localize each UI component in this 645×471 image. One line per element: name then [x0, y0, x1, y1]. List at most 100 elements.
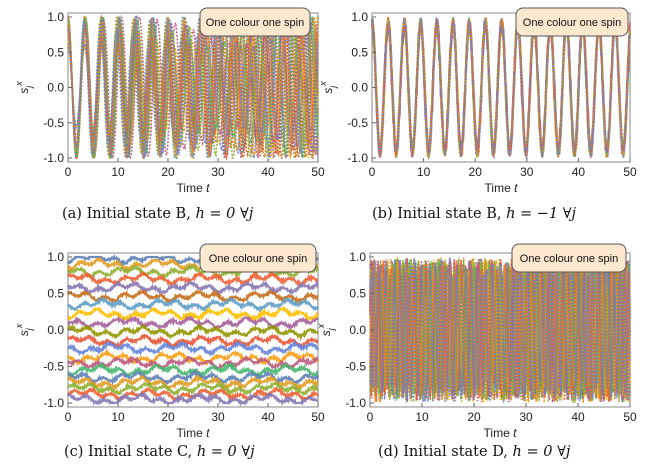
chart-panel-c: 1.0 0.5 0.0 -0.5 -1.0 0 10 20 30 40 50 Time t sjx One…	[0, 236, 645, 471]
x-tick-label: 40	[571, 410, 585, 424]
y-tick-label: 0.0	[349, 323, 366, 337]
x-tick-label: 10	[417, 165, 431, 179]
y-axis-label: sjx	[14, 323, 34, 336]
x-axis-label: Time t	[177, 181, 211, 195]
x-tick-label: 40	[261, 165, 275, 179]
series-line-8	[67, 315, 319, 331]
series-group	[371, 16, 631, 161]
series-group	[67, 13, 319, 162]
series-line-4	[66, 279, 320, 297]
x-tick-label: 30	[519, 410, 533, 424]
series-line-3	[66, 270, 319, 288]
series-line-6	[66, 295, 320, 314]
y-tick-label: 1.0	[47, 10, 64, 24]
x-tick-label: 40	[572, 165, 586, 179]
y-tick-label: -1.0	[43, 396, 64, 410]
series-line-15	[67, 14, 319, 160]
x-tick-label: 20	[469, 165, 483, 179]
series-line-18	[67, 15, 319, 162]
y-tick-label: 1.0	[349, 250, 366, 264]
y-tick-label: 1.0	[47, 250, 64, 264]
y-tick-label: -1.0	[43, 151, 64, 165]
series-line-14	[67, 360, 319, 380]
chart-d-svg: 1.0 0.5 0.0 -0.5 -1.00 10 20 30 40 50 Time t sjx One…	[316, 243, 637, 440]
x-axis-label: Time t	[485, 181, 519, 195]
chart-panel-a: 1.0 0.5 0.0 -0.5 -1.0 0 10 20 30 40 50 Time t sjx One…	[0, 0, 645, 235]
legend-box	[199, 7, 311, 37]
x-tick-label: 10	[415, 410, 429, 424]
legend-text: One colour one spin	[206, 17, 304, 29]
x-tick-label: 50	[311, 165, 325, 179]
y-tick-label: 0.0	[47, 323, 64, 337]
y-tick-label: 0.0	[47, 81, 64, 95]
x-tick-label: 40	[261, 410, 275, 424]
x-tick-label: 10	[111, 165, 125, 179]
series-line-9	[66, 323, 319, 342]
series-line-17	[67, 380, 319, 397]
caption-b-math: h = −1 ∀j	[506, 206, 577, 222]
x-tick-label: 10	[111, 410, 125, 424]
y-axis-label: sjx	[318, 81, 338, 94]
caption-d-math: h = 0 ∀j	[512, 444, 571, 460]
caption-d-text: (d) Initial state D,	[378, 444, 508, 460]
series-line-10	[67, 333, 319, 350]
series-line-5	[67, 288, 319, 305]
chart-panel-d: 1.0 0.5 0.0 -0.5 -1.0 0 10 20 30 40 50 Time t sjx One…	[0, 236, 645, 471]
caption-d: (d) Initial state D, h = 0 ∀j	[378, 444, 570, 460]
legend-box	[199, 243, 317, 273]
caption-c: (c) Initial state C, h = 0 ∀j	[64, 444, 255, 460]
series-line-19	[369, 258, 631, 402]
y-axis-label: sjx	[14, 81, 34, 94]
series-line-19	[67, 15, 319, 161]
legend-box	[515, 7, 629, 37]
chart-b-svg: 1.0 0.5 0.0 -0.5 -1.00 10 20 30 40 50 Time t sjx One…	[318, 7, 637, 195]
series-line-13	[66, 354, 319, 372]
x-tick-label: 0	[367, 410, 374, 424]
y-tick-label: 0.0	[351, 81, 368, 95]
x-tick-label: 20	[467, 410, 481, 424]
chart-panel-b: 1.0 0.5 0.0 -0.5 -1.0 0 10 20 30 40 50 Time t sjx One…	[0, 0, 645, 235]
caption-a-text: (a) Initial state B,	[62, 206, 191, 222]
x-tick-label: 50	[623, 410, 637, 424]
y-tick-label: 0.5	[349, 287, 366, 301]
x-axis-label: Time t	[484, 426, 518, 440]
x-tick-label: 20	[161, 410, 175, 424]
y-tick-label: 0.5	[351, 45, 368, 59]
legend-text: One colour one spin	[520, 253, 618, 265]
x-tick-label: 30	[520, 165, 534, 179]
legend-box	[511, 243, 627, 273]
caption-a: (a) Initial state B, h = 0 ∀j	[62, 206, 253, 222]
x-tick-label: 50	[623, 165, 637, 179]
caption-a-math: h = 0 ∀j	[195, 206, 254, 222]
series-line-19	[66, 390, 319, 407]
y-tick-label: 1.0	[351, 10, 368, 24]
chart-a-svg: 1.0 0.5 0.0 -0.5 -1.00 10 20 30 40 50 Time t sjx One…	[14, 7, 325, 195]
x-tick-label: 50	[311, 410, 325, 424]
series-line-12	[67, 15, 319, 160]
x-tick-label: 30	[211, 165, 225, 179]
y-tick-label: -0.5	[347, 116, 368, 130]
legend-text: One colour one spin	[209, 253, 307, 265]
y-tick-label: 0.5	[47, 287, 64, 301]
y-tick-label: -1.0	[347, 151, 368, 165]
series-line-18	[369, 257, 631, 403]
caption-b-text: (b) Initial state B,	[372, 206, 502, 222]
series-group	[66, 253, 320, 407]
y-axis-label: sjx	[316, 323, 336, 336]
x-tick-label: 20	[161, 165, 175, 179]
series-line-19	[371, 17, 631, 158]
caption-c-text: (c) Initial state C,	[64, 444, 193, 460]
y-tick-label: 0.5	[47, 45, 64, 59]
series-line-2	[66, 264, 319, 280]
legend-text: One colour one spin	[523, 17, 621, 29]
x-tick-label: 0	[65, 165, 72, 179]
chart-c-svg: 1.0 0.5 0.0 -0.5 -1.00 10 20 30 40 50 Time t sjx One…	[14, 243, 325, 440]
y-tick-label: -0.5	[43, 116, 64, 130]
y-tick-label: -0.5	[43, 360, 64, 374]
series-group	[369, 256, 631, 404]
y-tick-label: -1.0	[345, 396, 366, 410]
x-axis-label: Time t	[177, 426, 211, 440]
y-tick-label: -0.5	[345, 360, 366, 374]
caption-c-math: h = 0 ∀j	[196, 444, 255, 460]
x-tick-label: 0	[65, 410, 72, 424]
